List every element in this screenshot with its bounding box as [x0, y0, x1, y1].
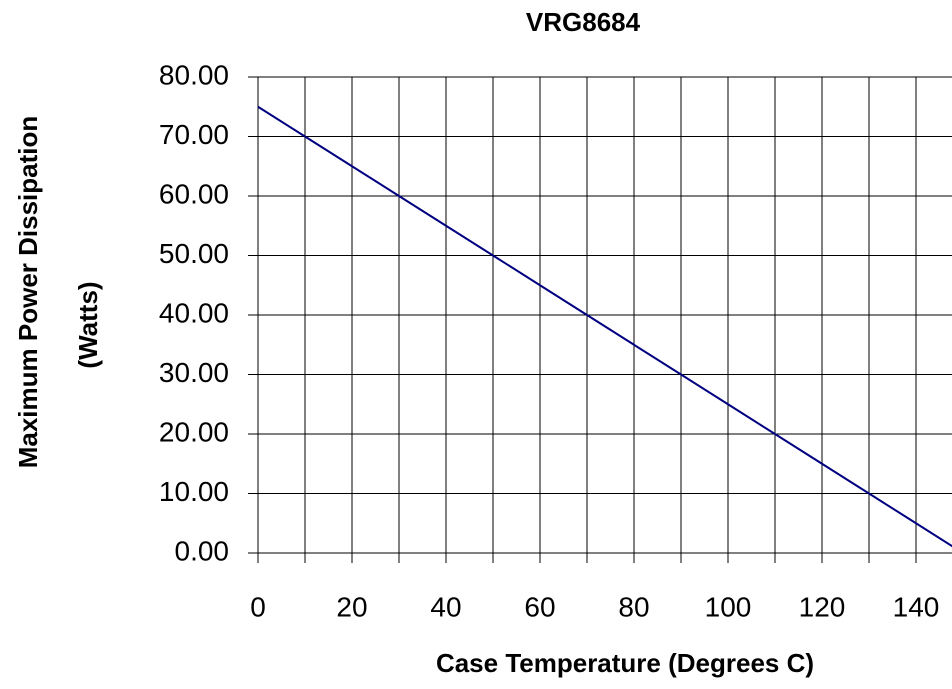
x-tick-label: 100	[705, 591, 752, 622]
x-tick-label: 60	[524, 591, 555, 622]
x-tick-label: 20	[336, 591, 367, 622]
x-tick-label: 80	[618, 591, 649, 622]
y-tick-label: 50.00	[159, 238, 229, 269]
x-axis-label: Case Temperature (Degrees C)	[436, 648, 814, 678]
x-tick-label: 0	[250, 591, 266, 622]
data-line	[257, 105, 952, 548]
y-axis-label: (Watts)	[73, 281, 103, 368]
x-tick-label: 120	[799, 591, 846, 622]
y-tick-label: 10.00	[159, 476, 229, 507]
y-tick-label: 40.00	[159, 297, 229, 328]
y-tick-label: 60.00	[159, 178, 229, 209]
x-tick-label: 140	[893, 591, 940, 622]
x-tick-label: 40	[430, 591, 461, 622]
y-tick-label: 70.00	[159, 119, 229, 150]
y-tick-label: 30.00	[159, 357, 229, 388]
y-tick-label: 0.00	[175, 535, 230, 566]
y-tick-label: 20.00	[159, 416, 229, 447]
y-tick-label: 80.00	[159, 59, 229, 90]
chart-title: VRG8684	[526, 7, 641, 37]
y-axis-label: Maximum Power Dissipation	[13, 116, 43, 469]
